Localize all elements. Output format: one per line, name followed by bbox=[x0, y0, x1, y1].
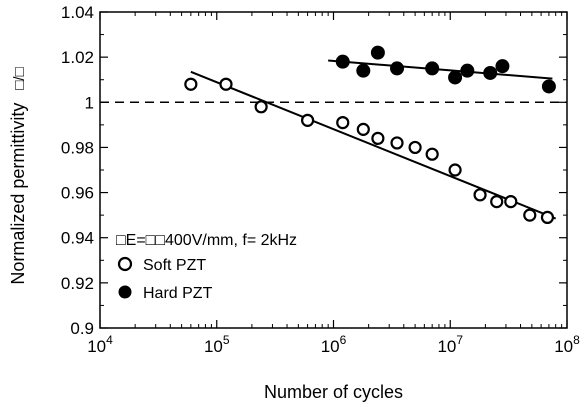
condition-annotation: □E=□□400V/mm, f= 2kHz bbox=[116, 232, 297, 249]
y-axis-title-group: Normalized permittivity □/□ bbox=[8, 67, 28, 284]
fit-line-soft-pzt bbox=[190, 70, 557, 220]
plot-frame bbox=[99, 11, 568, 329]
data-point-soft-pzt bbox=[390, 136, 404, 150]
data-point-soft-pzt bbox=[408, 140, 422, 155]
data-point-hard-pzt bbox=[448, 70, 463, 85]
legend-label-soft-pzt: Soft PZT bbox=[143, 257, 206, 274]
y-tick-label: 0.94 bbox=[61, 229, 94, 248]
data-point-soft-pzt bbox=[473, 188, 487, 202]
x-axis-title: Number of cycles bbox=[264, 382, 403, 402]
y-tick-label: 0.92 bbox=[61, 274, 94, 293]
y-tick-label: 1.02 bbox=[61, 48, 94, 67]
data-point-soft-pzt bbox=[540, 210, 555, 224]
x-tick-base: 10 bbox=[554, 337, 573, 356]
x-tick-label: 108 bbox=[554, 333, 580, 356]
data-point-hard-pzt bbox=[370, 45, 385, 60]
data-point-hard-pzt bbox=[356, 63, 371, 78]
y-tick-label: 0.96 bbox=[61, 184, 94, 203]
y-tick-label: 0.9 bbox=[70, 319, 94, 338]
x-tick-exponent: 5 bbox=[223, 333, 230, 347]
data-point-soft-pzt bbox=[184, 77, 198, 91]
x-tick-base: 10 bbox=[321, 337, 340, 356]
legend-marker-soft-pzt bbox=[117, 256, 133, 272]
marker-layer bbox=[184, 45, 556, 224]
data-point-soft-pzt bbox=[219, 77, 233, 91]
y-axis-title-text: Normalized permittivity bbox=[8, 103, 28, 285]
legend-label-hard-pzt: Hard PZT bbox=[143, 285, 213, 302]
data-point-hard-pzt bbox=[390, 61, 405, 76]
data-point-soft-pzt bbox=[448, 163, 462, 177]
y-axis-title: Normalized permittivity □/□ bbox=[8, 67, 28, 284]
data-point-soft-pzt bbox=[336, 115, 350, 130]
data-point-soft-pzt bbox=[504, 195, 518, 209]
x-tick-base: 10 bbox=[87, 337, 106, 356]
data-point-soft-pzt bbox=[371, 131, 385, 145]
data-point-hard-pzt bbox=[425, 61, 440, 76]
x-tick-exponent: 8 bbox=[573, 333, 580, 347]
fit-line-hard-pzt bbox=[328, 59, 553, 80]
x-tick-label: 104 bbox=[87, 333, 113, 356]
data-point-soft-pzt bbox=[356, 122, 370, 136]
x-tick-label: 105 bbox=[204, 333, 230, 356]
y-axis-title-unit: □/□ bbox=[11, 67, 28, 89]
data-point-soft-pzt bbox=[254, 100, 268, 114]
data-point-hard-pzt bbox=[335, 54, 350, 69]
tick-label-layer: 104 105 106 107 1080.90.920.940.960.9811.021… bbox=[61, 3, 580, 356]
data-point-soft-pzt bbox=[523, 208, 537, 222]
x-tick-base: 10 bbox=[204, 337, 223, 356]
x-tick-label: 107 bbox=[437, 333, 463, 356]
data-point-soft-pzt bbox=[490, 195, 504, 209]
x-tick-exponent: 6 bbox=[340, 333, 347, 347]
data-point-hard-pzt bbox=[495, 59, 510, 74]
data-point-hard-pzt bbox=[483, 65, 498, 80]
y-tick-label: 1.04 bbox=[61, 3, 94, 22]
fit-line-layer bbox=[190, 59, 557, 220]
data-point-soft-pzt bbox=[425, 147, 439, 161]
data-point-hard-pzt bbox=[460, 63, 475, 78]
x-tick-label: 106 bbox=[321, 333, 347, 356]
x-tick-base: 10 bbox=[437, 337, 456, 356]
x-tick-exponent: 7 bbox=[456, 333, 463, 347]
legend: Soft PZT Hard PZT bbox=[117, 256, 213, 302]
y-tick-label: 0.98 bbox=[61, 138, 94, 157]
data-point-hard-pzt bbox=[541, 79, 556, 94]
data-point-soft-pzt bbox=[300, 113, 315, 127]
y-tick-label: 1 bbox=[85, 93, 94, 112]
x-tick-exponent: 4 bbox=[106, 333, 113, 347]
legend-marker-hard-pzt bbox=[118, 285, 132, 299]
tick-layer bbox=[99, 11, 568, 329]
